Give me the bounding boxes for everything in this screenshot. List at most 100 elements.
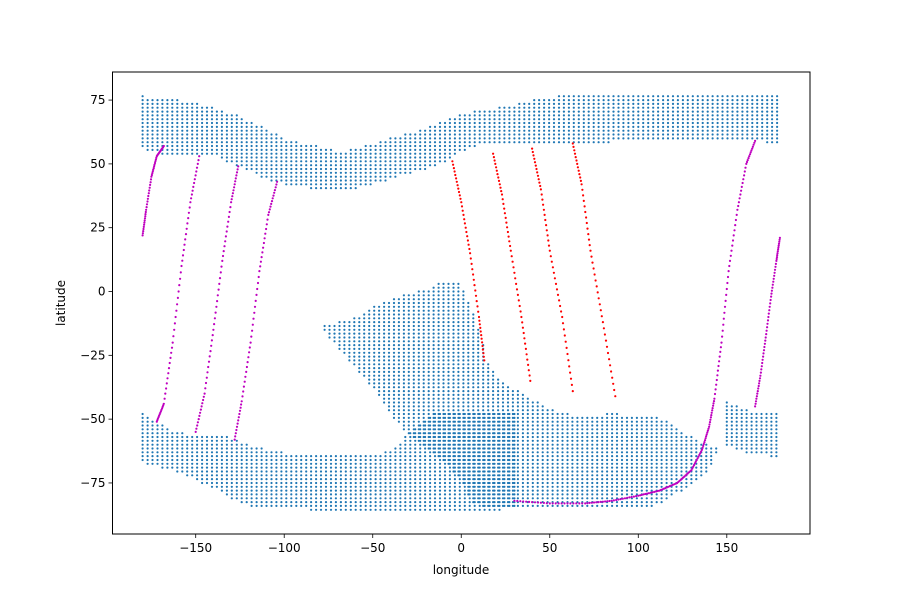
grid-point [389,455,392,458]
grid-point [751,133,754,136]
grid-point [640,481,643,485]
grid-point [448,466,451,469]
grid-point [429,424,432,427]
grid-point [546,451,549,454]
grid-point [716,137,719,140]
grid-point [642,133,645,136]
grid-point [230,447,233,450]
grid-point [493,462,496,465]
grid-point [409,160,412,163]
grid-point [196,470,199,473]
grid-point [487,393,490,396]
grid-point [482,382,485,385]
grid-point [630,462,634,465]
grid-point [205,137,209,140]
grid-point [443,141,447,144]
grid-point [551,497,554,500]
grid-point [419,432,422,435]
grid-point [562,106,566,109]
grid-point [378,393,381,396]
grid-point [652,129,655,132]
grid-point [255,478,258,481]
grid-point [462,374,465,377]
grid-point [503,110,506,113]
grid-point [186,466,189,469]
grid-point [463,455,466,458]
grid-point [546,455,549,458]
grid-point [427,305,430,308]
grid-point [328,336,331,339]
grid-point [230,125,233,128]
grid-point [315,455,318,458]
grid-point [457,370,460,373]
grid-point [181,121,184,125]
grid-point [407,367,410,370]
grid-point [265,133,268,136]
grid-point [533,114,536,117]
grid-point [488,466,491,469]
grid-point [141,458,144,462]
grid-point [597,110,600,113]
grid-point [176,102,179,105]
grid-point [473,485,476,488]
grid-point [711,95,714,98]
grid-point [156,118,159,121]
grid-point [225,493,228,496]
grid-point [141,99,144,102]
grid-point [675,462,678,465]
grid-point [681,137,685,140]
grid-point [508,497,511,500]
grid-point [280,137,283,140]
grid-point [597,95,600,98]
grid-point [270,489,273,492]
grid-point [186,125,189,128]
grid-point [488,474,491,477]
grid-point [448,447,451,450]
grid-point [348,344,351,347]
grid-point [310,497,313,500]
grid-point [523,141,526,144]
grid-point [399,501,402,504]
grid-point [463,462,466,465]
grid-point [419,462,422,465]
grid-point [402,305,405,308]
grid-point [483,478,486,481]
grid-point [736,99,739,102]
grid-point [538,102,541,105]
grid-point [776,102,779,105]
grid-point [210,110,214,113]
grid-point [447,317,450,320]
grid-point [329,474,333,477]
grid-point [220,118,223,121]
grid-point [407,420,410,423]
grid-point [373,359,376,362]
grid-point [210,125,214,128]
grid-point [701,125,704,128]
grid-point [432,347,435,350]
grid-point [458,466,461,469]
grid-point [176,121,179,125]
grid-point [453,462,456,465]
grid-point [443,121,447,125]
grid-point [432,305,435,308]
grid-point [640,455,643,458]
grid-point [394,504,397,507]
grid-point [611,439,614,442]
grid-point [245,129,248,132]
grid-point [422,294,425,297]
grid-point [275,474,278,477]
grid-point [285,497,288,500]
grid-point [508,133,511,136]
grid-point [670,424,673,427]
grid-point [493,504,496,507]
grid-point [516,504,520,507]
grid-point [606,416,609,419]
grid-point [645,451,648,454]
grid-point [700,455,703,458]
grid-point [691,95,694,98]
grid-point [343,340,346,343]
grid-point [399,493,402,496]
grid-point [412,405,415,408]
grid-point [368,321,371,324]
grid-point [333,324,336,328]
